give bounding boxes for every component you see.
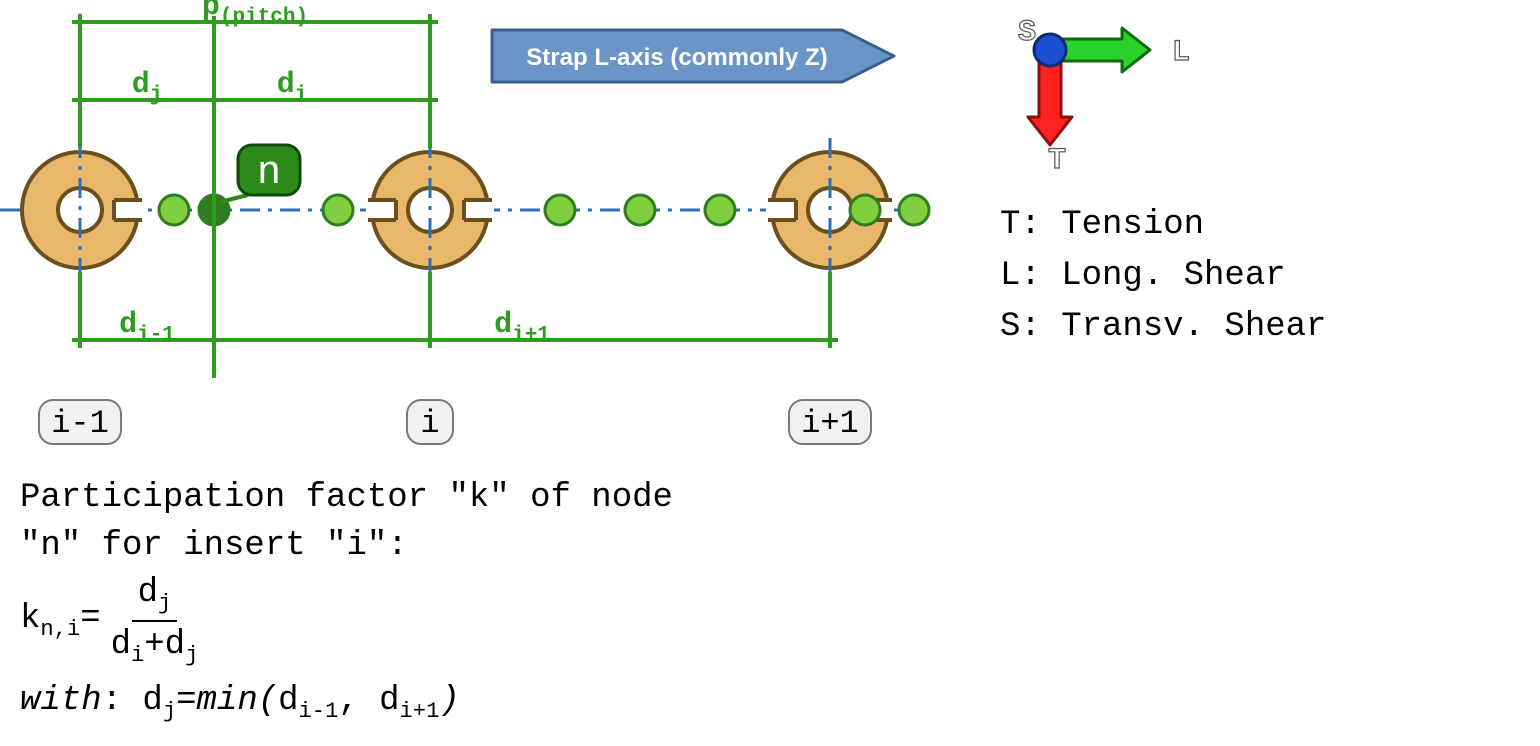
formula-main: kn,i= dj di+dj: [20, 570, 673, 671]
formula-block: Participation factor "k" of node "n" for…: [20, 475, 673, 727]
svg-text:n: n: [257, 151, 281, 196]
svg-text:i-1: i-1: [51, 405, 109, 442]
legend-L: L: Long. Shear: [1000, 251, 1326, 302]
with-label: with: [20, 682, 102, 720]
axis-legend: T: Tension L: Long. Shear S: Transv. She…: [1000, 200, 1326, 353]
min-comma: ,: [338, 682, 379, 720]
svg-text:dj: dj: [132, 68, 163, 107]
den-di: d: [111, 626, 131, 664]
den-dj-sub: j: [185, 643, 198, 668]
min-b: d: [379, 682, 399, 720]
svg-text:di: di: [277, 68, 308, 107]
with-rest: : d: [102, 682, 163, 720]
svg-text:di-1: di-1: [119, 308, 175, 347]
num-sub: j: [158, 591, 171, 616]
min-a-sub: i-1: [299, 698, 339, 723]
formula-with: with: dj=min(di-1, di+1): [20, 678, 673, 728]
svg-text:di+1: di+1: [494, 308, 550, 347]
den-plus: +: [144, 626, 164, 664]
min-b-sub: i+1: [400, 698, 440, 723]
legend-T: T: Tension: [1000, 200, 1326, 251]
svg-text:i: i: [420, 405, 439, 442]
svg-text:i+1: i+1: [801, 405, 859, 442]
k-sub: n,i: [40, 617, 80, 642]
k-eq: =: [80, 600, 100, 638]
num-d: d: [138, 574, 158, 612]
den-dj: d: [165, 626, 185, 664]
legend-S: S: Transv. Shear: [1000, 302, 1326, 353]
min-close: ): [439, 682, 459, 720]
min-eq: =: [176, 682, 196, 720]
svg-text:Strap L-axis (commonly Z): Strap L-axis (commonly Z): [526, 44, 827, 71]
min-a: d: [278, 682, 298, 720]
with-sub: j: [163, 698, 176, 723]
svg-text:S: S: [1018, 16, 1036, 50]
k-lhs: k: [20, 600, 40, 638]
min-fn: min(: [197, 682, 279, 720]
den-di-sub: i: [131, 643, 144, 668]
svg-text:L: L: [1172, 36, 1190, 70]
formula-intro-2: "n" for insert "i":: [20, 523, 673, 571]
formula-intro-1: Participation factor "k" of node: [20, 475, 673, 523]
svg-text:T: T: [1048, 144, 1066, 178]
fraction: dj di+dj: [105, 570, 205, 671]
svg-text:p(pitch): p(pitch): [202, 0, 308, 29]
